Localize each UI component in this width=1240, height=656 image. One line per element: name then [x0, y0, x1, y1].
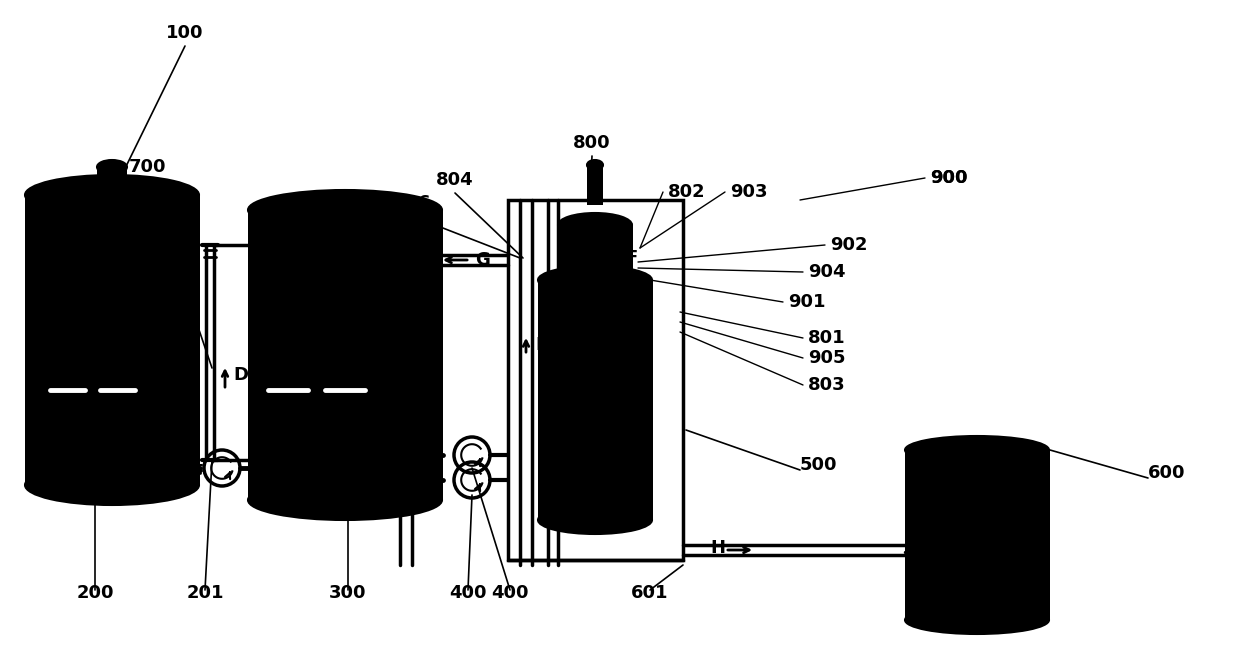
- Bar: [97, 167, 126, 195]
- Ellipse shape: [905, 436, 1049, 464]
- Ellipse shape: [25, 465, 198, 505]
- Ellipse shape: [538, 506, 652, 534]
- Ellipse shape: [25, 175, 198, 215]
- Text: F: F: [625, 249, 637, 267]
- Text: 904: 904: [808, 263, 846, 281]
- Text: 600: 600: [1148, 464, 1185, 482]
- Text: 900: 900: [930, 169, 967, 187]
- Text: 700: 700: [129, 158, 166, 176]
- Ellipse shape: [587, 160, 603, 170]
- Text: 902: 902: [830, 236, 868, 254]
- Text: 400: 400: [449, 584, 487, 602]
- Ellipse shape: [248, 190, 441, 230]
- Ellipse shape: [570, 240, 620, 256]
- Text: 300: 300: [330, 584, 367, 602]
- Polygon shape: [915, 545, 925, 559]
- Text: 804: 804: [436, 171, 474, 189]
- Ellipse shape: [570, 262, 620, 278]
- Ellipse shape: [538, 266, 652, 294]
- Text: 801: 801: [808, 329, 846, 347]
- Text: 200: 200: [76, 584, 114, 602]
- Bar: [587, 165, 603, 205]
- Bar: [25, 195, 200, 485]
- Text: 500: 500: [800, 456, 837, 474]
- Ellipse shape: [558, 273, 632, 297]
- Text: 800: 800: [573, 134, 611, 152]
- Bar: [508, 200, 683, 560]
- Text: D: D: [233, 366, 248, 384]
- Ellipse shape: [905, 606, 1049, 634]
- Bar: [923, 546, 926, 560]
- Text: 601: 601: [631, 584, 668, 602]
- Text: 903: 903: [730, 183, 768, 201]
- Text: G: G: [475, 251, 490, 269]
- Bar: [538, 280, 653, 520]
- Text: 100: 100: [166, 24, 203, 42]
- Bar: [905, 450, 1050, 620]
- Text: E: E: [534, 336, 547, 354]
- Text: 900: 900: [930, 169, 967, 187]
- Bar: [973, 440, 981, 450]
- Ellipse shape: [558, 213, 632, 237]
- Text: H: H: [711, 539, 725, 557]
- Ellipse shape: [248, 480, 441, 520]
- Text: 400: 400: [491, 584, 528, 602]
- Text: 901: 901: [787, 293, 826, 311]
- Text: 201: 201: [186, 584, 223, 602]
- Ellipse shape: [97, 160, 126, 174]
- Text: 802: 802: [668, 183, 706, 201]
- Text: 906: 906: [393, 194, 430, 212]
- Bar: [558, 225, 632, 285]
- Bar: [248, 210, 443, 500]
- Bar: [570, 248, 620, 270]
- Polygon shape: [925, 545, 934, 559]
- Text: 803: 803: [808, 376, 846, 394]
- Text: 905: 905: [808, 349, 846, 367]
